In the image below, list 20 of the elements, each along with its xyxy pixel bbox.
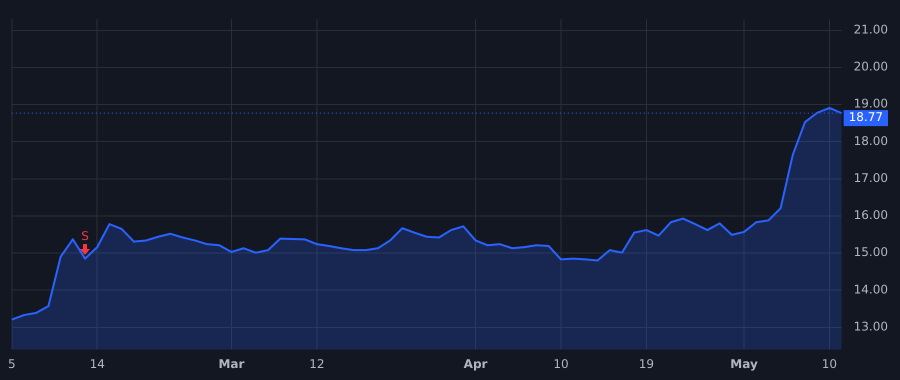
x-tick-label: 14 (90, 356, 105, 371)
y-tick-label: 13.00 (854, 319, 888, 334)
x-tick-label: Mar (218, 356, 245, 371)
x-tick-label: 12 (309, 356, 325, 371)
y-tick-label: 18.00 (854, 134, 888, 148)
annotation: S (81, 228, 89, 243)
y-tick-label: 20.00 (854, 60, 888, 74)
y-tick-label: 21.00 (854, 22, 888, 36)
x-tick-label: 5 (8, 356, 16, 371)
x-tick-label: Apr (464, 356, 488, 371)
y-tick-label: 17.00 (854, 170, 888, 185)
x-tick-label: 10 (553, 356, 569, 371)
ref-line-label: 18.77 (848, 110, 884, 124)
x-tick-label: 19 (638, 356, 654, 371)
x-tick-label: 10 (822, 356, 838, 371)
y-tick-label: 15.00 (854, 245, 888, 260)
y-tick-label: 16.00 (854, 208, 888, 222)
y-tick-label: 19.00 (854, 96, 888, 111)
y-tick-label: 14.00 (854, 282, 888, 296)
x-tick-label: May (730, 356, 758, 371)
